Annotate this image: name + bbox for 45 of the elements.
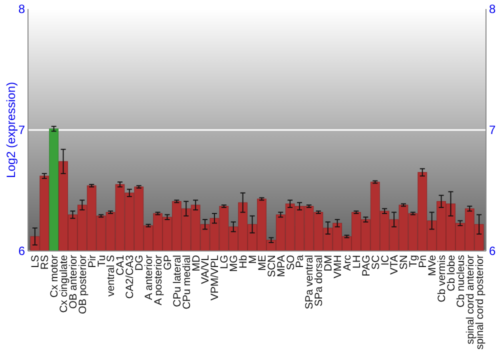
x-tick-label: VPM/VPL (209, 254, 222, 301)
x-tick-label: Pa (294, 254, 306, 268)
y-tick-label: 7 (18, 123, 26, 138)
x-tick-label: CPu medial (180, 255, 193, 310)
x-tick-label: Cx cingulate (58, 254, 70, 313)
x-tick-label: SC (370, 254, 382, 270)
x-tick-label: SPa dorsal (313, 255, 326, 306)
x-tick-label: CPu lateral (171, 255, 184, 307)
y-tick-label: 8 (18, 2, 26, 16)
x-tick-label: ventral S (105, 255, 118, 296)
x-tick-label: Cb lobe (445, 254, 458, 292)
x-tick-label: LG (218, 255, 231, 270)
y2-tick-label: 6 (489, 244, 496, 258)
x-tick-label: Pn (417, 254, 430, 268)
x-tick-label: Pir (86, 254, 98, 268)
y-tick-label: 6 (18, 244, 26, 258)
x-tick-label: Cb nucleus (454, 255, 467, 308)
x-tick-label: Tu (96, 254, 108, 267)
x-tick-label: DM (322, 255, 335, 272)
x-tick-label: VA/VL (200, 254, 212, 284)
x-tick-label: SCN (266, 255, 278, 278)
x-tick-label: LH (350, 255, 363, 268)
x-tick-label: GP (162, 255, 174, 270)
y2-tick-label: 7 (489, 123, 496, 138)
x-tick-label: VTA (388, 255, 401, 275)
x-tick-label: OB posterior (76, 254, 89, 314)
x-tick-label: Tg (408, 254, 420, 268)
x-tick-label: spinal cord posterior (474, 254, 486, 350)
x-tick-label: A posterior (152, 254, 164, 306)
x-tick-label: CA2/CA3 (124, 254, 136, 299)
x-tick-label: CA1 (114, 254, 127, 276)
y-axis-title: Log2 (expression) (4, 82, 18, 178)
x-tick-label: PAG (360, 255, 372, 276)
x-tick-label: Hb (238, 254, 250, 268)
x-tick-label: MD (190, 254, 202, 272)
y2-tick-label: 8 (489, 2, 496, 16)
x-tick-label: OB anterior (67, 254, 80, 309)
x-tick-label: IC (379, 254, 392, 266)
x-tick-label: SO (284, 255, 297, 270)
x-tick-label: SN (398, 255, 410, 270)
x-tick-label: LS (30, 255, 42, 268)
x-tick-label: MPA (275, 255, 288, 277)
x-tick-label: M (246, 255, 259, 264)
x-tick-label: ME (256, 255, 268, 271)
x-tick-label: spinal cord anterior (464, 254, 476, 344)
